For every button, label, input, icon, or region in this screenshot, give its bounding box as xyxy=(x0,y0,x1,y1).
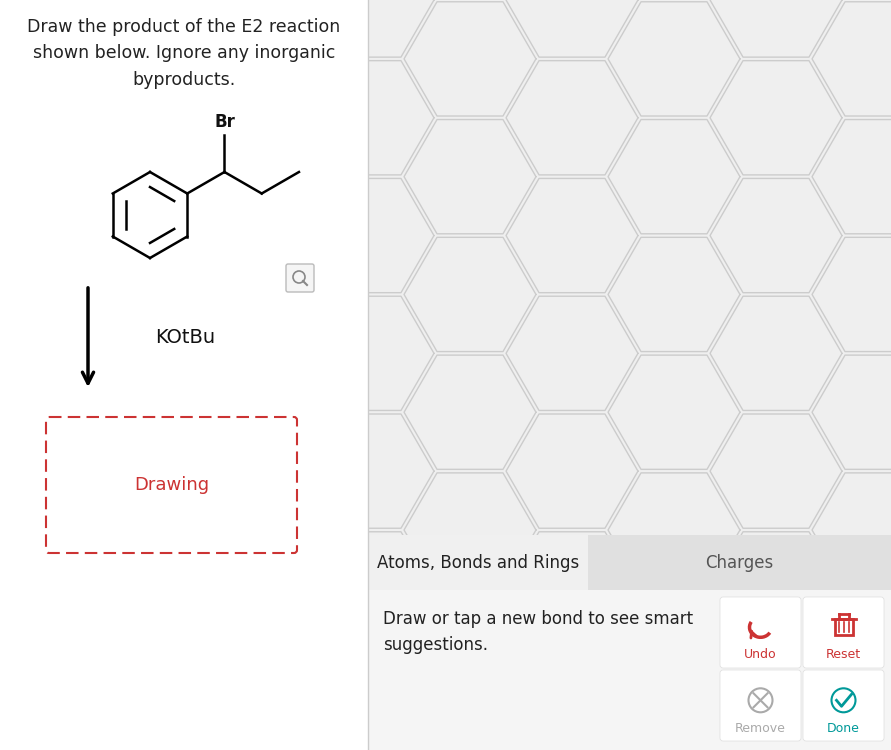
FancyBboxPatch shape xyxy=(368,0,891,750)
FancyBboxPatch shape xyxy=(368,590,891,750)
Text: Draw or tap a new bond to see smart
suggestions.: Draw or tap a new bond to see smart sugg… xyxy=(383,610,693,655)
FancyBboxPatch shape xyxy=(368,535,588,590)
Text: Atoms, Bonds and Rings: Atoms, Bonds and Rings xyxy=(377,554,579,572)
FancyBboxPatch shape xyxy=(368,535,891,750)
FancyBboxPatch shape xyxy=(286,264,314,292)
Text: KOtBu: KOtBu xyxy=(155,328,215,347)
Text: Done: Done xyxy=(827,722,860,734)
Text: Charges: Charges xyxy=(706,554,773,572)
FancyBboxPatch shape xyxy=(803,597,884,668)
Text: Reset: Reset xyxy=(826,649,861,662)
FancyBboxPatch shape xyxy=(720,597,801,668)
FancyBboxPatch shape xyxy=(588,535,891,590)
Text: Undo: Undo xyxy=(744,649,777,662)
FancyBboxPatch shape xyxy=(803,670,884,741)
Text: Remove: Remove xyxy=(735,722,786,734)
Text: Drawing: Drawing xyxy=(134,476,209,494)
Text: Br: Br xyxy=(214,113,235,131)
FancyBboxPatch shape xyxy=(720,670,801,741)
Text: Draw the product of the E2 reaction
shown below. Ignore any inorganic
byproducts: Draw the product of the E2 reaction show… xyxy=(28,18,340,88)
